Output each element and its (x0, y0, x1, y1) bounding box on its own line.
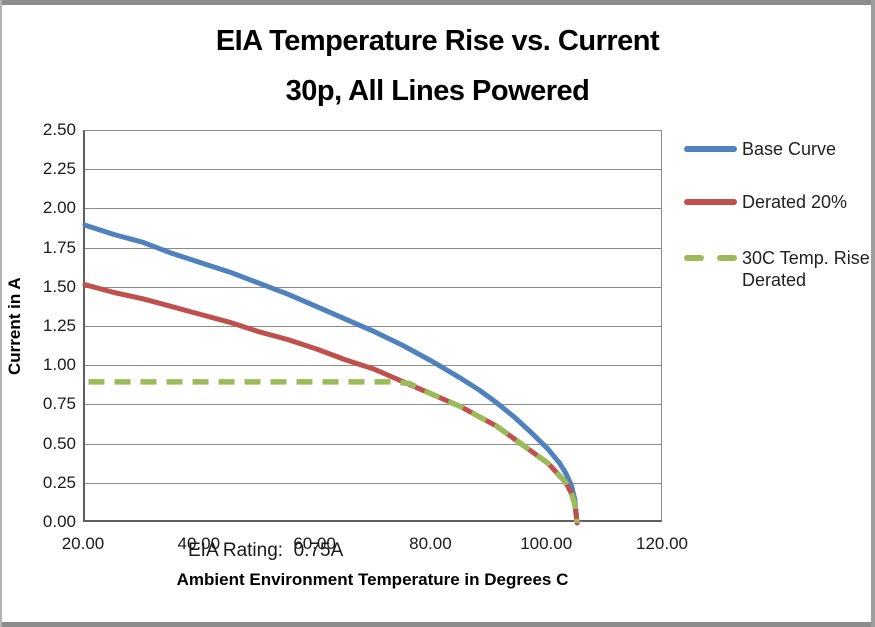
y-tick-label: 2.25 (42, 159, 76, 179)
x-tick-label: 20.00 (61, 534, 105, 553)
series-lines (82, 222, 580, 526)
legend-item-derated-20-: Derated 20% (684, 191, 870, 213)
gridline (85, 208, 661, 210)
series-line-30c-temp-rise-derated (88, 379, 580, 524)
y-tick-label: 1.75 (42, 237, 76, 257)
legend-line-swatch (684, 199, 737, 205)
x-axis-title: Ambient Environment Temperature in Degre… (176, 570, 569, 589)
gridline (85, 482, 661, 484)
gridline (85, 247, 661, 249)
x-tick-label: 60.00 (293, 534, 336, 553)
gridline (85, 286, 661, 288)
legend-label: Derated 20% (742, 192, 848, 212)
y-tick-label: 0.00 (42, 512, 76, 531)
frame-border-bottom (0, 622, 875, 627)
frame-border-right (871, 0, 875, 627)
y-tick-label: 1.50 (42, 276, 76, 296)
legend-label: Base Curve (742, 139, 837, 159)
gridline (85, 365, 661, 367)
legend-item-30c-temp-rise-derated: 30C Temp. Rise Derated (684, 247, 870, 291)
legend-dashed-line-swatch (684, 255, 737, 261)
chart-title: EIA Temperature Rise vs. Current 30p, Al… (0, 16, 875, 116)
plot-area: EIA Rating: 0.75A (82, 130, 662, 561)
x-tick-label: 100.00 (520, 534, 573, 553)
chart-title-line1: EIA Temperature Rise vs. Current (215, 25, 660, 57)
y-axis-title: Current in A (5, 277, 24, 375)
frame-border-left (0, 0, 2, 627)
series-line-base-curve (82, 222, 580, 526)
gridline (85, 326, 661, 327)
y-tick-label: 2.50 (42, 120, 76, 139)
frame-border-top (0, 0, 875, 5)
x-tick-label: 40.00 (177, 534, 221, 553)
legend-line-swatch (684, 146, 737, 152)
legend-item-base-curve: Base Curve (684, 138, 870, 160)
legend-label: 30C Temp. Rise Derated (742, 248, 870, 290)
gridline (85, 443, 661, 445)
x-tick-label: 120.00 (636, 534, 688, 553)
y-tick-label: 0.50 (42, 433, 76, 453)
y-tick-label: 2.00 (42, 198, 76, 218)
y-tick-label: 1.25 (42, 316, 76, 335)
y-tick-label: 0.75 (42, 394, 76, 414)
y-tick-label: 0.25 (42, 472, 76, 492)
chart-title-line2: 30p, All Lines Powered (285, 75, 590, 107)
gridline (85, 404, 661, 406)
eia-rating-annotation: EIA Rating: 0.75A (188, 540, 344, 561)
x-tick-label: 80.00 (409, 534, 452, 553)
y-tick-label: 1.00 (42, 355, 76, 375)
gridline (85, 169, 661, 171)
series-line-derated-20- (82, 282, 580, 526)
